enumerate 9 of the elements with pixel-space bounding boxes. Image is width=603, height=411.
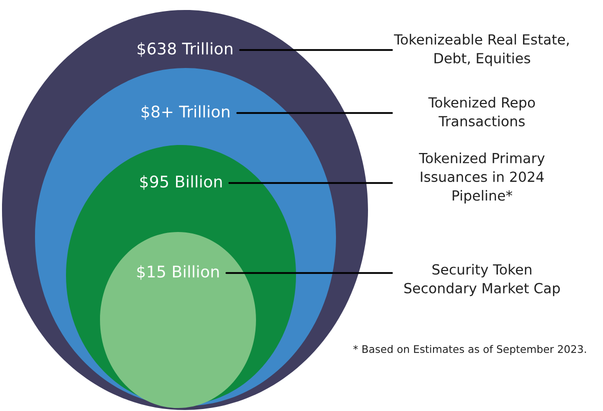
category-label: Tokenized Repo Transactions <box>428 96 535 126</box>
data-label: $8+ Trillion <box>142 105 230 120</box>
data-label: $638 Trillion <box>138 42 232 57</box>
category-label: Security Token Secondary Market Cap <box>404 264 560 296</box>
data-label: $15 Billion <box>137 265 219 280</box>
text: * Based on Estimates as of September 2023. <box>353 344 586 356</box>
category-label: Tokenized Primary Issuances in 2024 Pipeline* <box>418 152 545 204</box>
category-label: Tokenizeable Real Estate, Debt, Equities <box>394 34 569 66</box>
data-label: $95 Billion <box>140 175 222 190</box>
